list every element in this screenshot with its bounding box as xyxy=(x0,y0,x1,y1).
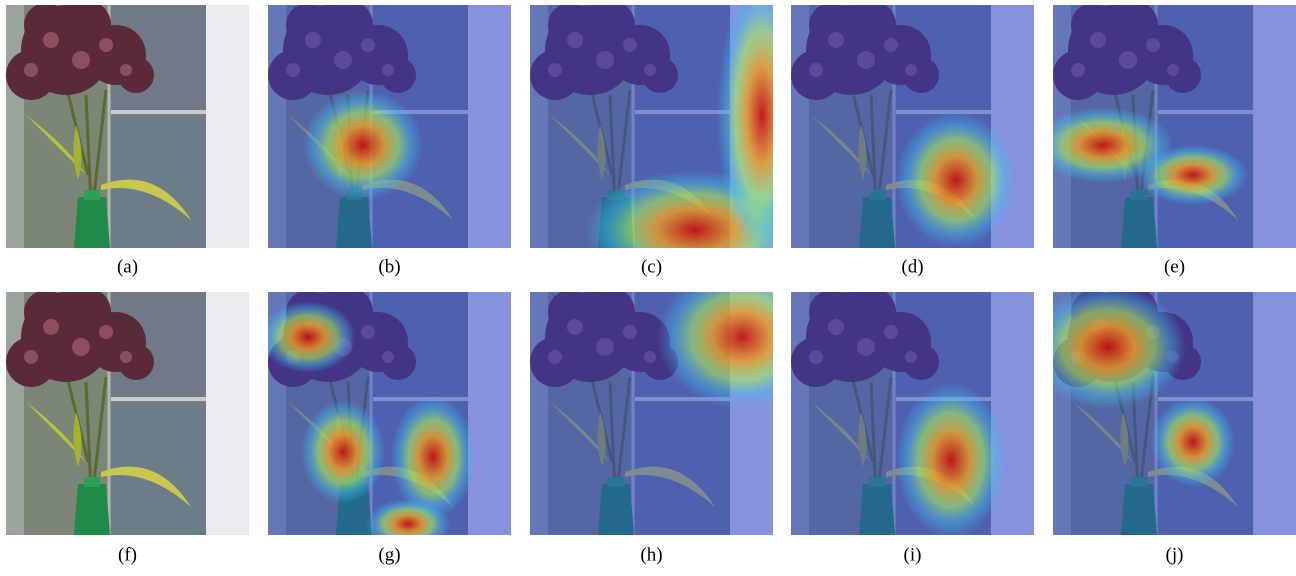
panel-image xyxy=(260,287,511,549)
heat-region xyxy=(896,382,1006,538)
panel-caption: (i) xyxy=(904,544,922,565)
heat-region xyxy=(301,400,385,504)
panel-image xyxy=(6,287,249,535)
heat-region xyxy=(366,499,450,549)
panel-caption: (g) xyxy=(378,544,400,565)
panel-image xyxy=(791,0,1034,248)
page: (a)(b)(c)(d)(e)(f)(g)(h)(i)(j) (() => { … xyxy=(0,0,1296,576)
panel xyxy=(1033,0,1296,248)
panel xyxy=(6,287,249,535)
heat-region xyxy=(1138,145,1248,205)
panel-caption: (d) xyxy=(901,256,923,277)
heat-region xyxy=(1030,285,1186,409)
panel xyxy=(260,287,511,549)
panel-caption: (f) xyxy=(118,544,137,565)
heat-region xyxy=(896,112,1016,248)
panel-caption: (j) xyxy=(1166,544,1184,565)
panel xyxy=(1030,285,1296,535)
panel-caption: (c) xyxy=(641,256,662,277)
panel xyxy=(530,265,827,535)
figure: (a) (b) (c) (d) (e) (f) (g) (h) (i) (j) xyxy=(0,0,1296,576)
panel-image xyxy=(1030,285,1296,535)
panel-caption: (e) xyxy=(1164,256,1185,277)
heat-region xyxy=(260,301,356,373)
panel xyxy=(791,287,1034,538)
panel-image xyxy=(1033,0,1296,248)
panel-caption: (b) xyxy=(378,256,400,277)
panel xyxy=(530,0,807,290)
panel-image xyxy=(791,287,1034,538)
panel-caption: (h) xyxy=(640,544,662,565)
panel xyxy=(6,0,249,248)
panel-image xyxy=(268,0,511,248)
panel-image xyxy=(530,0,807,290)
panel xyxy=(791,0,1034,248)
panel-caption: (a) xyxy=(117,256,138,277)
heat-region xyxy=(303,90,423,200)
heat-region xyxy=(1151,397,1235,487)
panel-image xyxy=(6,0,249,248)
panel-image xyxy=(530,265,827,535)
panel xyxy=(268,0,511,248)
